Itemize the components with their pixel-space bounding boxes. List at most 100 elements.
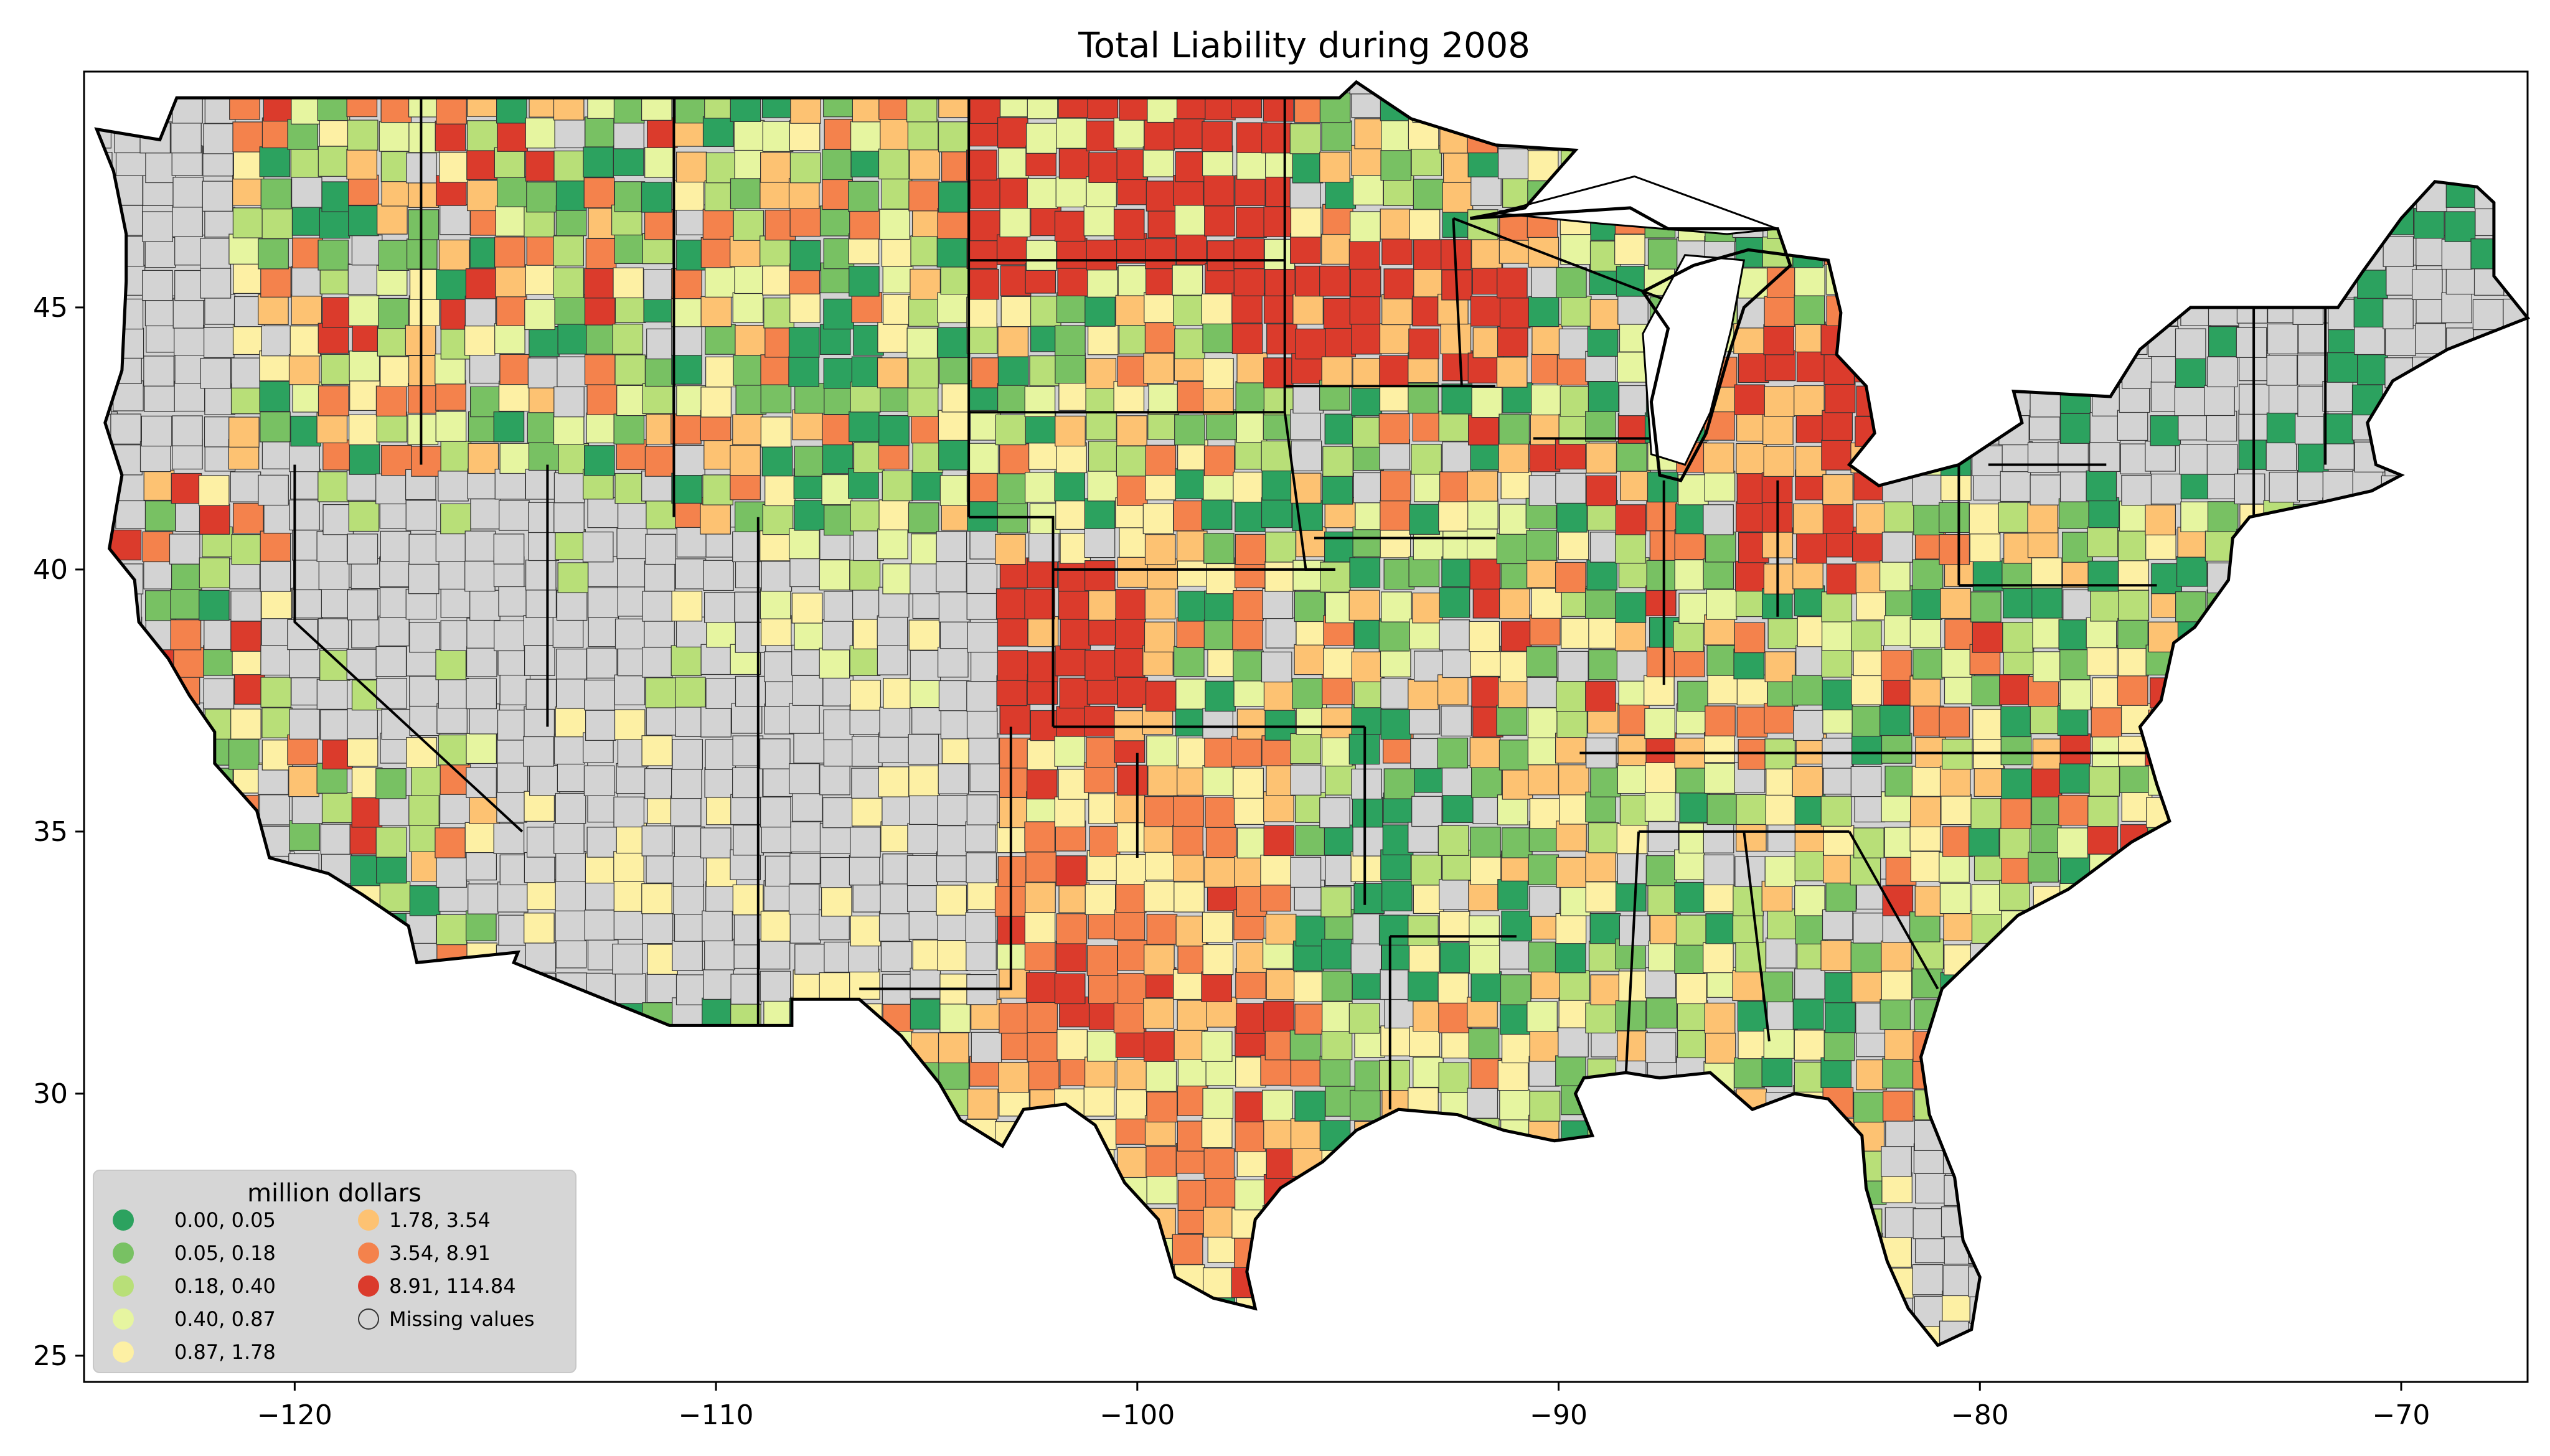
county-cell: [1705, 1090, 1736, 1121]
county-cell: [495, 266, 527, 298]
county-cell: [1028, 1059, 1060, 1091]
county-cell: [2415, 1292, 2447, 1323]
county-cell: [1381, 1087, 1413, 1118]
legend: million dollars 0.00, 0.050.05, 0.180.18…: [93, 1170, 576, 1373]
county-cell: [407, 1088, 438, 1119]
county-cell: [2499, 1177, 2528, 1208]
county-cell: [700, 1172, 732, 1204]
county-cell: [1647, 1119, 1679, 1150]
county-cell: [849, 209, 880, 240]
county-cell: [789, 292, 821, 323]
county-cell: [1826, 563, 1858, 594]
county-cell: [380, 530, 412, 562]
county-cell: [170, 911, 202, 943]
county-cell: [2176, 1353, 2206, 1383]
county-cell: [289, 1115, 320, 1147]
county-cell: [1734, 116, 1766, 147]
county-cell: [1881, 532, 1913, 563]
county-cell: [348, 295, 380, 326]
county-cell: [1705, 913, 1737, 944]
county-cell: [940, 263, 972, 295]
county-cell: [614, 472, 646, 504]
county-cell: [499, 674, 531, 705]
county-cell: [346, 1088, 378, 1120]
county-cell: [2292, 1293, 2323, 1324]
county-cell: [585, 1084, 616, 1115]
county-cell: [1380, 500, 1411, 531]
county-cell: [1645, 149, 1677, 181]
county-cell: [1736, 410, 1767, 442]
county-cell: [1763, 446, 1795, 477]
county-cell: [616, 763, 647, 794]
county-cell: [1055, 82, 1086, 96]
county-cell: [791, 1263, 823, 1294]
county-cell: [1585, 588, 1616, 619]
county-cell: [318, 146, 349, 177]
county-cell: [1943, 910, 1975, 941]
county-cell: [2028, 238, 2059, 270]
county-cell: [938, 763, 969, 794]
county-cell: [1116, 1088, 1147, 1120]
county-cell: [410, 1027, 441, 1058]
county-cell: [612, 943, 643, 975]
county-cell: [2178, 1295, 2209, 1326]
county-cell: [2058, 498, 2090, 529]
county-cell: [1732, 1238, 1764, 1269]
county-cell: [794, 500, 826, 531]
county-cell: [1294, 1091, 1326, 1122]
county-cell: [321, 354, 352, 385]
county-cell: [2000, 973, 2031, 1005]
county-cell: [851, 292, 883, 323]
county-cell: [2443, 1350, 2473, 1379]
county-cell: [1679, 792, 1711, 823]
county-cell: [2003, 587, 2034, 619]
county-cell: [1499, 92, 1530, 123]
county-cell: [1437, 825, 1469, 856]
county-cell: [2470, 1144, 2502, 1175]
county-cell: [672, 1059, 703, 1091]
county-cell: [96, 1000, 116, 1031]
county-cell: [1911, 967, 1943, 998]
county-cell: [1232, 619, 1263, 651]
county-cell: [232, 175, 263, 206]
county-cell: [1794, 968, 1825, 1000]
county-cell: [671, 590, 703, 622]
county-cell: [494, 469, 526, 500]
county-cell: [849, 1176, 881, 1208]
state-border: [1452, 218, 1463, 387]
county-cell: [2352, 850, 2384, 881]
county-cell: [174, 733, 205, 764]
county-cell: [1675, 503, 1706, 535]
county-cell: [1030, 296, 1061, 327]
county-cell: [1175, 468, 1206, 499]
county-cell: [2412, 269, 2443, 301]
county-cell: [1555, 561, 1586, 593]
county-cell: [1850, 766, 1882, 797]
county-cell: [1560, 233, 1591, 265]
county-cell: [173, 972, 205, 1004]
county-cell: [1617, 735, 1649, 766]
county-cell: [1060, 619, 1091, 650]
county-cell: [289, 820, 320, 851]
county-cell: [2031, 148, 2063, 179]
county-cell: [2473, 797, 2505, 828]
county-cell: [2356, 1264, 2388, 1295]
county-cell: [793, 1028, 824, 1059]
county-cell: [347, 82, 379, 92]
county-cell: [2233, 208, 2265, 239]
county-cell: [377, 326, 408, 357]
county-cell: [1558, 651, 1589, 682]
county-cell: [2179, 824, 2210, 855]
county-cell: [1059, 1323, 1090, 1346]
county-cell: [2444, 1209, 2476, 1240]
county-cell: [467, 468, 499, 499]
county-cell: [1851, 705, 1883, 737]
county-cell: [1379, 323, 1411, 354]
county-cell: [1290, 207, 1322, 238]
county-cell: [1880, 1319, 1911, 1346]
lake: [1495, 175, 1778, 235]
county-cell: [2383, 1144, 2414, 1175]
county-cell: [675, 82, 707, 95]
county-cell: [2416, 618, 2447, 650]
county-cell: [760, 354, 792, 385]
